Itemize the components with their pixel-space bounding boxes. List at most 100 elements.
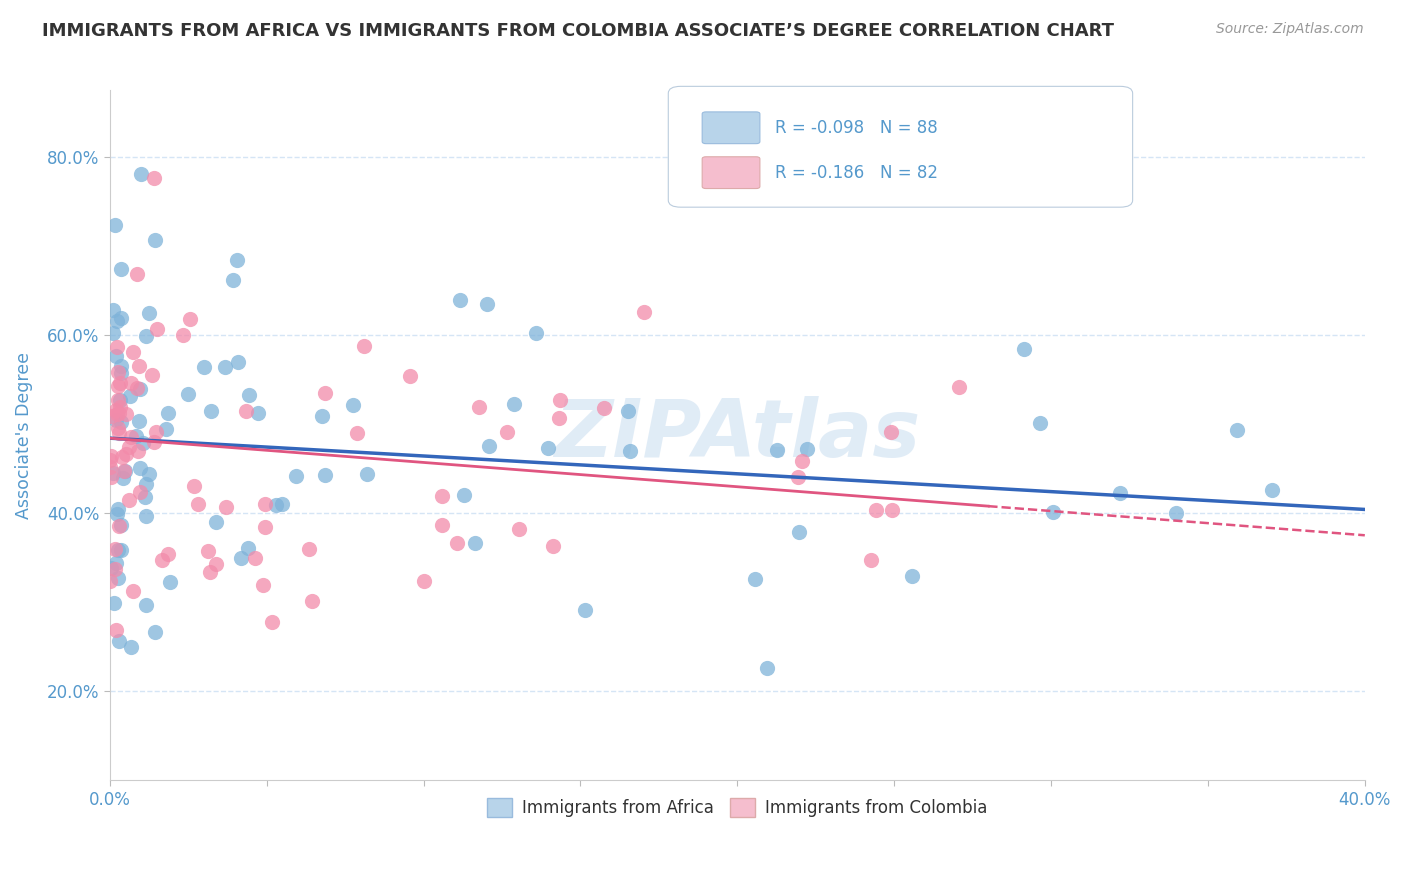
Point [104, 403, 127, 417]
Point [107, 379, 129, 393]
Point [129, 461, 152, 475]
Point [120, 640, 142, 654]
FancyBboxPatch shape [702, 112, 759, 144]
Text: R = -0.098   N = 88: R = -0.098 N = 88 [775, 119, 938, 136]
Point [766, 443, 789, 458]
Point [550, 392, 572, 407]
Point [100, 459, 122, 474]
Point [253, 497, 276, 511]
Point [172, 328, 194, 343]
Point [112, 464, 135, 478]
Point [103, 302, 125, 317]
Point [238, 388, 260, 402]
Point [107, 421, 129, 435]
Point [105, 314, 128, 328]
Point [159, 575, 181, 590]
Point [225, 253, 247, 268]
Point [502, 397, 524, 411]
Point [633, 305, 655, 319]
Point [107, 571, 129, 585]
Point [110, 359, 132, 373]
Point [229, 551, 252, 566]
Point [548, 411, 571, 425]
Point [98, 453, 121, 467]
Text: Source: ZipAtlas.com: Source: ZipAtlas.com [1216, 22, 1364, 37]
Point [107, 392, 129, 407]
Point [112, 471, 135, 485]
Point [125, 267, 148, 281]
Point [619, 443, 641, 458]
Point [135, 477, 157, 491]
Point [1166, 507, 1188, 521]
Point [446, 536, 468, 550]
FancyBboxPatch shape [668, 87, 1133, 207]
Point [592, 401, 614, 416]
FancyBboxPatch shape [702, 157, 759, 188]
Point [128, 485, 150, 500]
Point [131, 435, 153, 450]
Point [254, 520, 277, 534]
Point [141, 368, 163, 383]
Point [105, 340, 128, 354]
Point [135, 508, 157, 523]
Point [796, 442, 818, 456]
Point [105, 624, 128, 638]
Point [134, 490, 156, 504]
Point [128, 359, 150, 373]
Point [859, 553, 882, 567]
Point [108, 634, 131, 648]
Point [104, 562, 127, 576]
Point [508, 522, 530, 536]
Point [107, 542, 129, 557]
Point [156, 547, 179, 561]
Point [138, 467, 160, 482]
Point [176, 387, 198, 401]
Point [155, 422, 177, 436]
Point [430, 517, 453, 532]
Point [346, 425, 368, 440]
Point [214, 359, 236, 374]
Point [150, 553, 173, 567]
Point [105, 407, 128, 421]
Point [100, 561, 122, 575]
Point [108, 376, 131, 390]
Point [110, 517, 132, 532]
Point [103, 596, 125, 610]
Point [200, 404, 222, 418]
Point [214, 500, 236, 514]
Point [100, 470, 122, 484]
Point [865, 503, 887, 517]
Point [108, 406, 131, 420]
Point [198, 566, 221, 580]
Point [271, 497, 294, 511]
Point [127, 444, 149, 458]
Point [430, 488, 453, 502]
Y-axis label: Associate's Degree: Associate's Degree [15, 351, 32, 518]
Point [496, 425, 519, 439]
Point [105, 413, 128, 427]
Point [252, 578, 274, 592]
Point [1042, 505, 1064, 519]
Point [247, 407, 270, 421]
Point [1012, 342, 1035, 356]
Point [98, 574, 121, 588]
Point [463, 536, 485, 550]
Point [412, 574, 434, 588]
Point [755, 661, 778, 675]
Point [110, 415, 132, 429]
Point [156, 406, 179, 420]
Point [314, 385, 336, 400]
Point [114, 407, 136, 421]
Point [1109, 486, 1132, 500]
Point [477, 439, 499, 453]
Point [120, 376, 142, 391]
Point [901, 568, 924, 582]
Point [543, 540, 565, 554]
Point [103, 541, 125, 556]
Point [1029, 416, 1052, 430]
Point [145, 425, 167, 439]
Point [226, 355, 249, 369]
Point [787, 524, 810, 539]
Point [475, 297, 498, 311]
Point [104, 218, 127, 232]
